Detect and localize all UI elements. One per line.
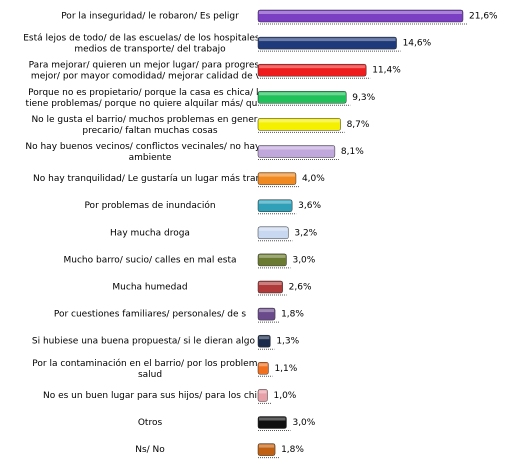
bar-highlight — [259, 200, 292, 204]
bar — [257, 416, 287, 429]
bar — [257, 172, 297, 185]
bar — [257, 362, 269, 375]
bar-highlight — [259, 146, 334, 150]
category-label: Mucho barro/ sucio/ calles en mal esta — [64, 255, 237, 265]
category-label: Por la contaminación en el barrio/ por l… — [32, 357, 268, 379]
bar — [257, 280, 283, 294]
bar-highlight — [259, 444, 275, 448]
bar — [257, 145, 336, 158]
bar-highlight — [259, 119, 340, 123]
bar — [257, 443, 276, 456]
value-label: 3,6% — [298, 201, 321, 211]
category-label: Está lejos de todo/ de las escuelas/ de … — [23, 33, 277, 54]
value-label: 2,6% — [289, 283, 312, 293]
category-label: Para mejorar/ quieren un mejor lugar/ pa… — [29, 60, 273, 81]
value-label: 14,6% — [403, 39, 432, 49]
bar-highlight — [259, 92, 346, 96]
bar-highlight — [259, 38, 396, 42]
bar — [257, 253, 287, 267]
bar-highlight — [259, 173, 295, 177]
category-label: Hay mucha droga — [110, 228, 190, 238]
bar — [257, 63, 367, 77]
category-label: Porque no es propietario/ porque la casa… — [26, 87, 275, 108]
category-label: Por problemas de inundación — [84, 200, 215, 211]
bar — [257, 199, 293, 212]
bar — [257, 9, 464, 23]
category-label: No le gusta el barrio/ muchos problemas … — [31, 114, 269, 135]
category-label: Otros — [138, 418, 163, 428]
value-label: 8,1% — [341, 147, 364, 157]
category-label: Por la inseguridad/ le robaron/ Es pelig… — [61, 12, 239, 22]
bar-highlight — [259, 65, 366, 69]
value-label: 1,0% — [273, 391, 296, 401]
category-label: No hay tranquilidad/ Le gustaría un luga… — [33, 174, 267, 184]
value-label: 11,4% — [372, 66, 401, 76]
bar — [257, 118, 341, 131]
labels: Por la inseguridad/ le robaron/ Es pelig… — [23, 12, 277, 456]
category-label: Ns/ No — [135, 445, 165, 455]
bar-highlight — [259, 336, 270, 340]
bar — [257, 91, 347, 104]
value-label: 1,8% — [281, 310, 304, 320]
value-label: 4,0% — [302, 174, 325, 184]
bar — [257, 226, 289, 240]
value-label: 1,8% — [281, 445, 304, 455]
category-label: Mucha humedad — [112, 283, 187, 293]
category-label: Por cuestiones familiares/ personales/ d… — [54, 310, 247, 320]
bar-highlight — [259, 254, 286, 258]
bar-highlight — [259, 363, 268, 367]
value-label: 1,3% — [276, 337, 299, 347]
bar — [257, 389, 268, 402]
bar — [257, 334, 271, 348]
bar — [257, 36, 397, 50]
bar-highlight — [259, 282, 282, 285]
value-label: 9,3% — [352, 93, 375, 103]
value-label: 8,7% — [347, 120, 370, 130]
value-label: 1,1% — [274, 364, 297, 374]
value-label: 3,2% — [294, 228, 317, 238]
value-label: 3,0% — [292, 418, 315, 428]
bar-highlight — [259, 227, 288, 231]
category-label: Si hubiese una buena propuesta/ si le di… — [32, 337, 269, 347]
bar — [257, 307, 276, 321]
category-label: No es un buen lugar para sus hijos/ para… — [43, 391, 257, 401]
bar-highlight — [259, 390, 267, 394]
value-label: 3,0% — [292, 255, 315, 265]
bar-highlight — [259, 309, 275, 313]
bar-highlight — [259, 11, 462, 14]
value-label: 21,6% — [469, 12, 498, 22]
bar-highlight — [259, 417, 286, 421]
category-label: No hay buenos vecinos/ conflictos vecina… — [25, 142, 274, 163]
